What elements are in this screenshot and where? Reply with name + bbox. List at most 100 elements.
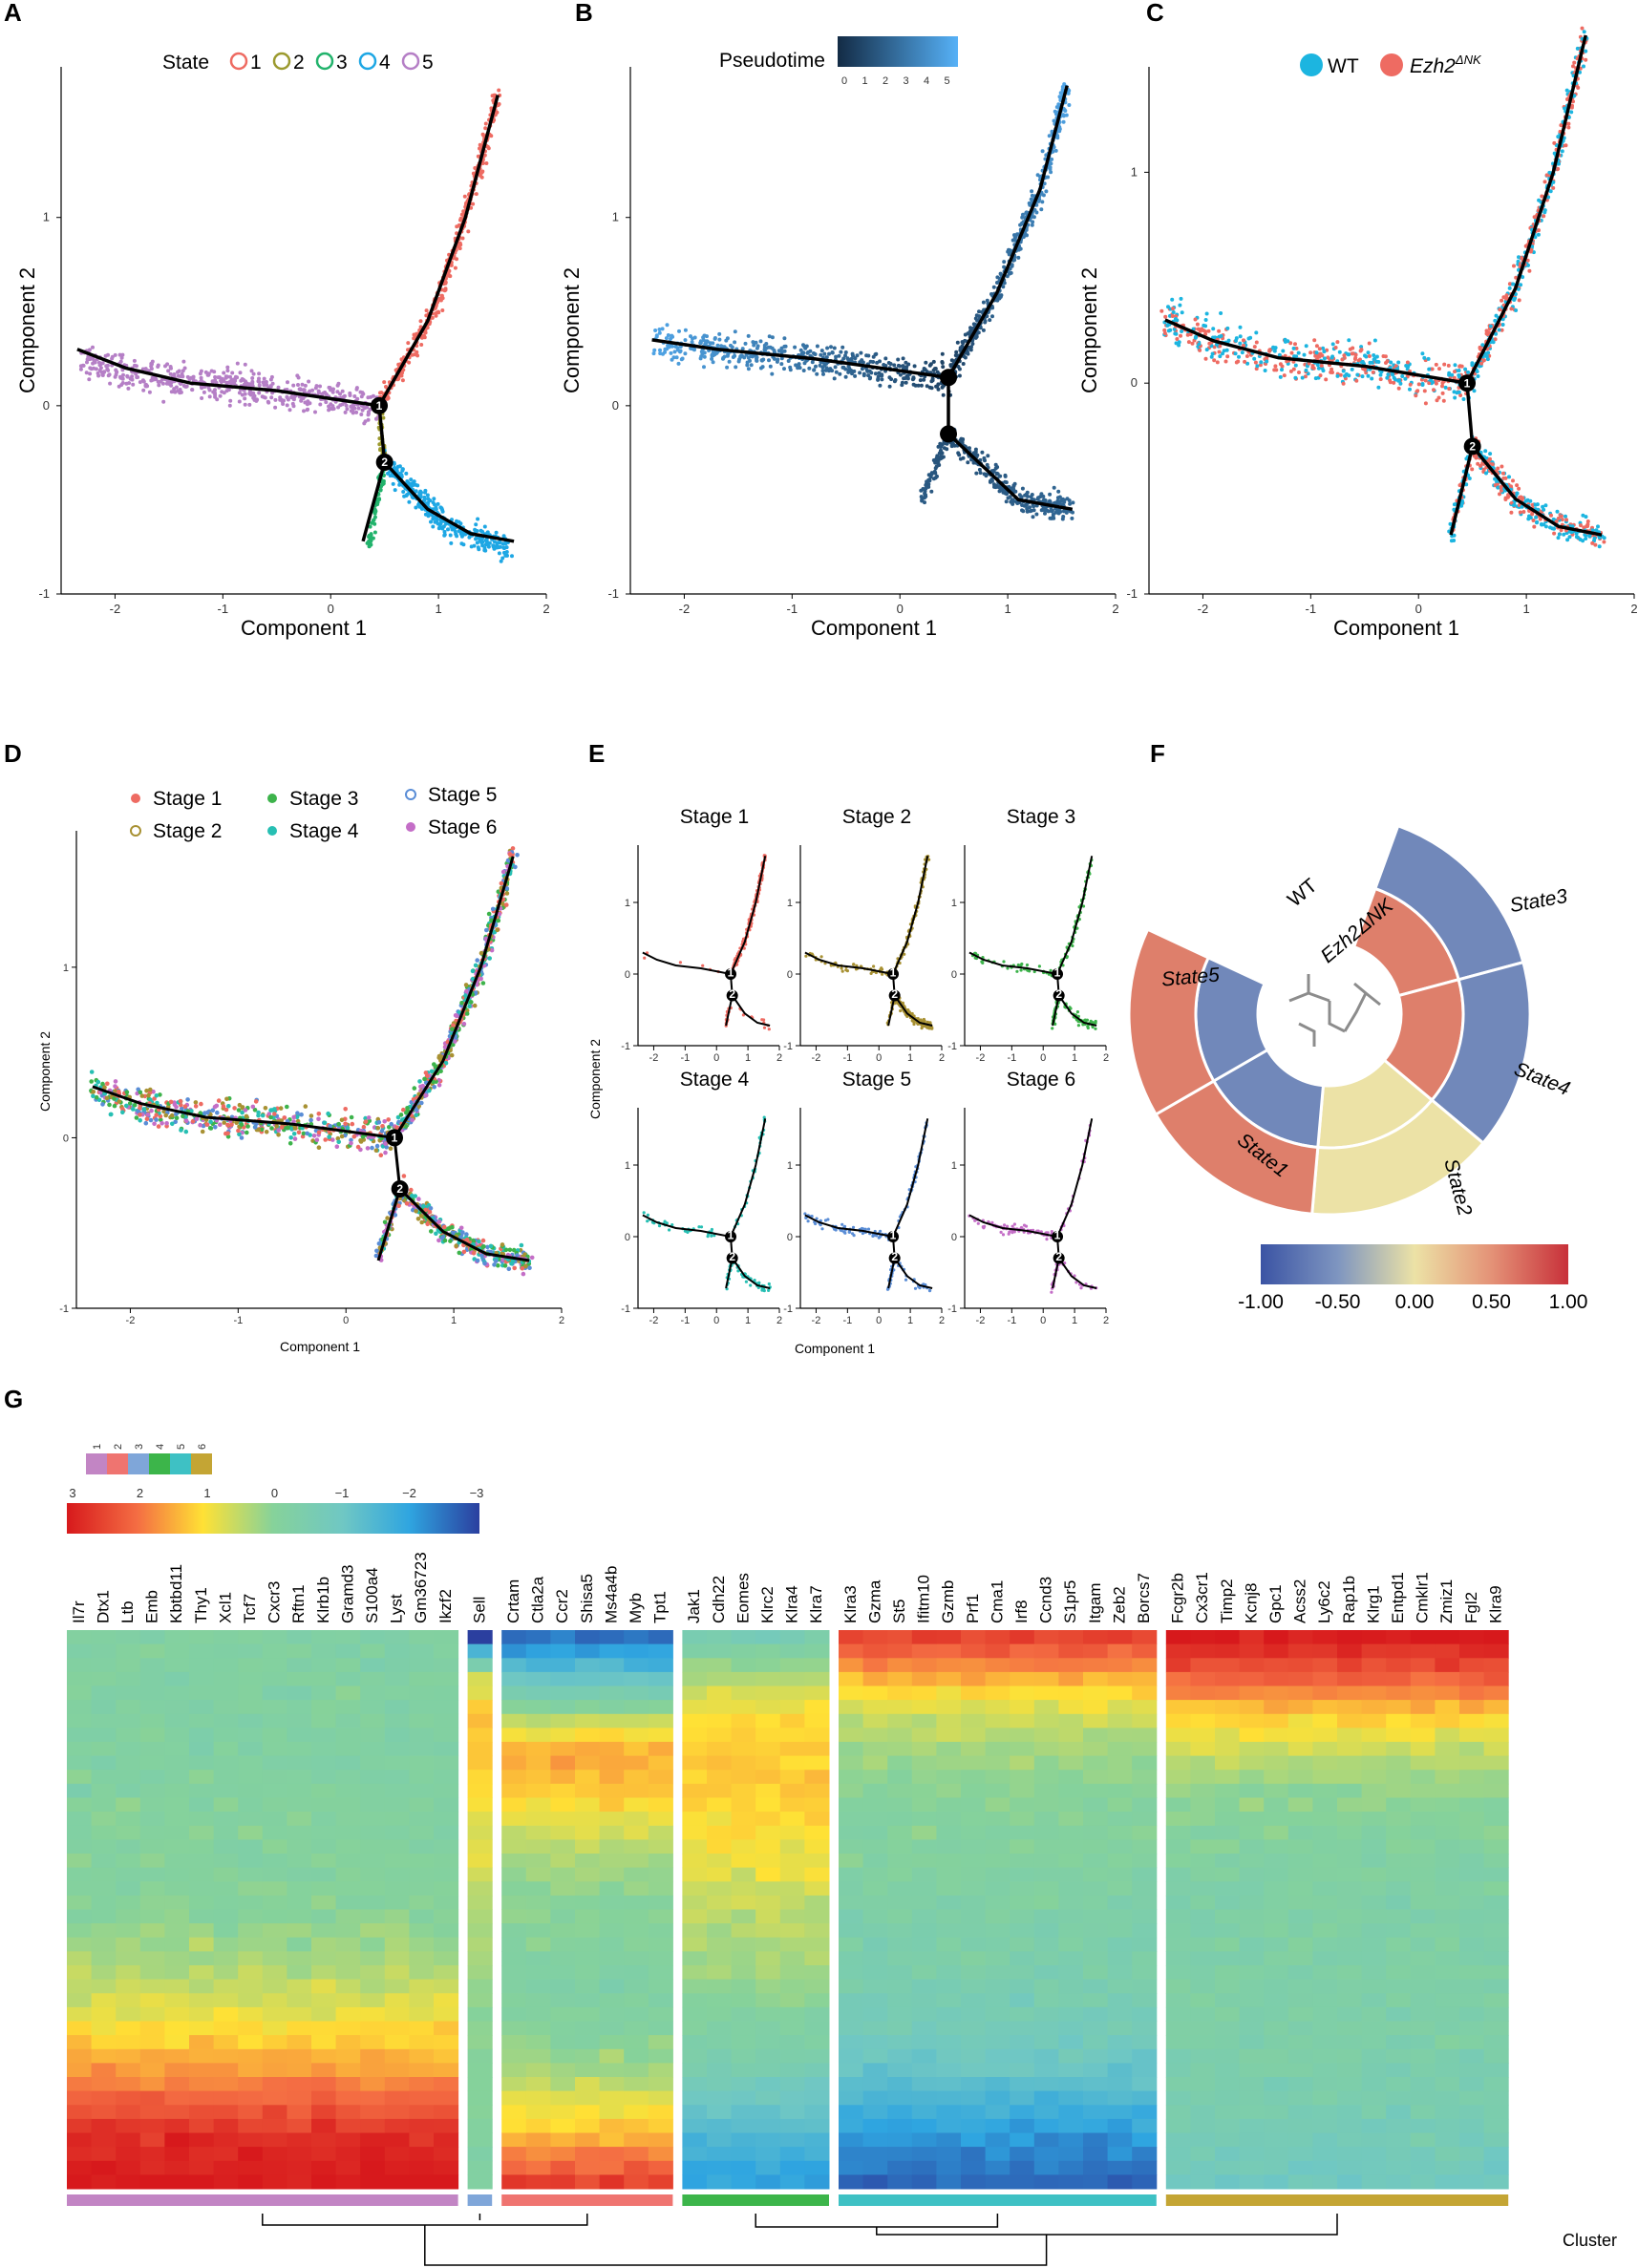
genotype-point [1544, 173, 1549, 178]
genotype-point [1170, 314, 1175, 318]
pseudotime-point [980, 450, 985, 455]
state-4-point [474, 522, 479, 527]
pseudotime-point [749, 363, 754, 368]
pseudotime-point [1004, 480, 1009, 485]
state-1-point [480, 132, 485, 137]
state-1-point [497, 88, 501, 93]
genotype-point [1271, 345, 1276, 350]
pseudotime-point [711, 341, 715, 346]
state-5-point [366, 417, 371, 422]
y-tick-label: 0 [43, 398, 50, 413]
state-1-point [448, 274, 453, 279]
genotype-point [1304, 368, 1308, 372]
state-5-point [285, 403, 289, 408]
state-1-point [469, 205, 474, 210]
state-5-point [273, 405, 278, 410]
state-1-point [474, 192, 479, 197]
genotype-point [1185, 332, 1190, 337]
genotype-point [1585, 519, 1590, 523]
state-5-point [213, 374, 218, 379]
pseudotime-point [657, 328, 662, 331]
pseudotime-point [922, 496, 926, 500]
y-tick-label: -1 [59, 1304, 69, 1315]
pseudotime-point [702, 354, 707, 359]
state-3-point [370, 520, 374, 525]
pseudotime-point [801, 369, 806, 372]
pseudotime-point [717, 331, 722, 336]
pseudotime-tick-label: 5 [944, 75, 949, 87]
genotype-point [1527, 268, 1532, 273]
stage-point [452, 1039, 457, 1044]
state-4-point [455, 534, 459, 539]
state-4-point [498, 541, 501, 545]
stage-point [470, 968, 476, 974]
stage-point [472, 1003, 478, 1008]
pseudotime-point [963, 332, 968, 337]
pseudotime-point [738, 354, 743, 359]
pseudotime-point [853, 356, 858, 361]
pseudotime-point [820, 369, 825, 373]
genotype-point [1572, 60, 1577, 65]
state-5-point [140, 378, 145, 383]
genotype-point [1281, 349, 1286, 353]
genotype-point [1552, 526, 1556, 531]
state-5-point [181, 359, 186, 364]
state-5-point [314, 384, 319, 389]
state-5-point [228, 379, 233, 384]
state-1-point [458, 218, 462, 223]
pseudotime-point [770, 335, 775, 340]
pseudotime-point [883, 356, 888, 361]
state-5-point [213, 378, 218, 383]
pseudotime-point [1002, 260, 1007, 265]
genotype-point [1385, 375, 1390, 380]
genotype-point [1190, 341, 1195, 346]
pseudotime-point [713, 336, 717, 341]
pseudotime-point [752, 343, 756, 348]
state-5-point [240, 392, 245, 397]
state-5-point [176, 370, 180, 374]
genotype-point [1367, 354, 1372, 358]
state-4-point [482, 524, 487, 529]
state-4-point [482, 548, 487, 553]
pseudotime-point [865, 369, 870, 373]
genotype-point [1422, 355, 1427, 360]
genotype-point [1168, 328, 1173, 332]
genotype-point [1175, 318, 1180, 323]
pseudotime-point [992, 484, 996, 489]
state-4-point [474, 537, 478, 541]
state-5-point [290, 401, 295, 406]
genotype-point [1501, 295, 1506, 300]
state-4-point [459, 541, 464, 546]
pseudotime-point [896, 363, 901, 368]
state-5-point [130, 374, 135, 379]
genotype-point [1585, 524, 1590, 528]
state-4-point [419, 506, 424, 511]
pseudotime-point [759, 358, 764, 363]
state-5-point [240, 377, 245, 381]
pseudotime-point [1011, 487, 1016, 492]
pseudotime-point [843, 350, 848, 354]
pseudotime-point [974, 313, 979, 318]
state-4-point [442, 529, 447, 534]
state-5-point [94, 367, 98, 371]
pseudotime-point [998, 294, 1003, 299]
genotype-point [1476, 374, 1480, 378]
state-4-point [487, 541, 492, 545]
genotype-point [1225, 354, 1230, 359]
legend-state1-marker [229, 52, 248, 71]
genotype-point [1319, 364, 1324, 368]
state-5-point [91, 361, 96, 366]
pseudotime-point [727, 359, 732, 364]
legend-state2-label: 2 [293, 52, 305, 74]
state-1-point [382, 380, 387, 385]
pseudotime-point [958, 346, 963, 350]
state-5-point [120, 368, 125, 372]
branch-point-label: 2 [381, 456, 388, 469]
stage-point [183, 1129, 189, 1134]
pseudotime-tick-label: 1 [862, 75, 867, 87]
pseudotime-point [924, 360, 928, 365]
